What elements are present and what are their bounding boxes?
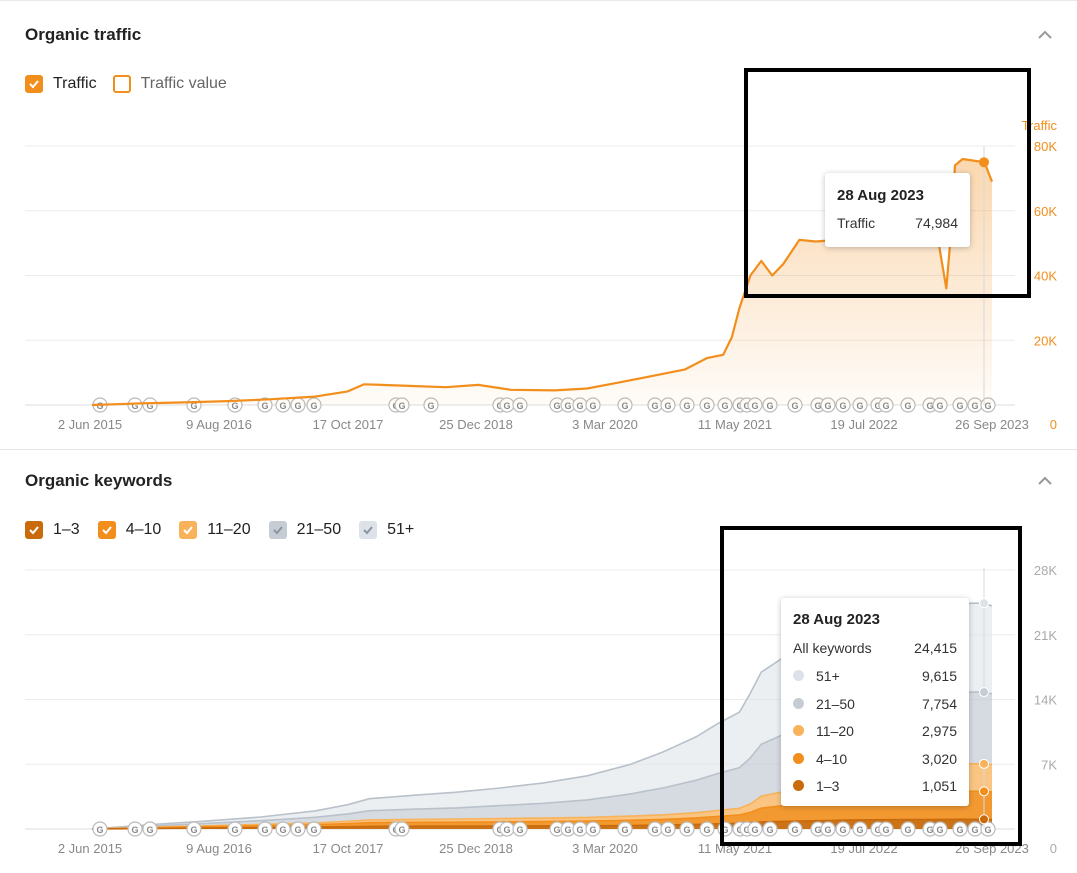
svg-text:G: G	[576, 825, 583, 835]
google-update-marker-icon[interactable]: G	[143, 822, 157, 836]
svg-text:G: G	[664, 825, 671, 835]
google-update-marker-icon[interactable]: G	[661, 822, 675, 836]
x-tick-label: 26 Sep 2023	[955, 417, 1029, 432]
svg-text:G: G	[131, 825, 138, 835]
google-update-marker-icon[interactable]: G	[648, 822, 662, 836]
y-tick-label: 14K	[1034, 693, 1057, 708]
svg-text:G: G	[310, 825, 317, 835]
svg-text:G: G	[703, 825, 710, 835]
y-tick-label: 21K	[1034, 628, 1057, 643]
y-tick-label: 20K	[1034, 333, 1057, 348]
y-tick-label: 0	[1050, 841, 1057, 856]
x-tick-label: 9 Aug 2016	[186, 841, 252, 856]
svg-text:G: G	[279, 825, 286, 835]
svg-text:G: G	[261, 825, 268, 835]
svg-text:G: G	[651, 825, 658, 835]
google-update-marker-icon[interactable]: G	[128, 822, 142, 836]
svg-text:G: G	[294, 825, 301, 835]
x-tick-label: 2 Jun 2015	[58, 841, 122, 856]
x-tick-label: 3 Mar 2020	[572, 417, 638, 432]
google-update-marker-icon[interactable]: G	[291, 822, 305, 836]
x-tick-label: 17 Oct 2017	[313, 841, 384, 856]
y-tick-label: 28K	[1034, 563, 1057, 578]
y-tick-label: 7K	[1041, 757, 1057, 772]
google-update-marker-icon[interactable]: G	[618, 822, 632, 836]
x-tick-label: 3 Mar 2020	[572, 841, 638, 856]
svg-text:G: G	[516, 825, 523, 835]
svg-text:G: G	[621, 825, 628, 835]
y-tick-label: 60K	[1034, 204, 1057, 219]
google-update-marker-icon[interactable]: G	[586, 822, 600, 836]
svg-text:G: G	[503, 825, 510, 835]
highlight-box	[720, 526, 1022, 846]
google-update-marker-icon[interactable]: G	[187, 822, 201, 836]
x-tick-label: 2 Jun 2015	[58, 417, 122, 432]
google-update-marker-icon[interactable]: G	[258, 822, 272, 836]
svg-text:G: G	[589, 825, 596, 835]
svg-text:G: G	[553, 825, 560, 835]
x-tick-label: 19 Jul 2022	[830, 417, 897, 432]
highlight-box	[744, 68, 1031, 298]
google-update-marker-icon[interactable]: G	[680, 822, 694, 836]
y-tick-label: 0	[1050, 417, 1057, 432]
svg-text:G: G	[564, 825, 571, 835]
google-update-marker-icon[interactable]: G	[395, 822, 409, 836]
svg-text:G: G	[683, 825, 690, 835]
x-tick-label: 25 Dec 2018	[439, 417, 513, 432]
x-tick-label: 11 May 2021	[698, 417, 772, 432]
svg-text:G: G	[231, 825, 238, 835]
y-tick-label: 80K	[1034, 139, 1057, 154]
x-tick-label: 25 Dec 2018	[439, 841, 513, 856]
svg-text:G: G	[96, 401, 103, 411]
y-tick-label: 40K	[1034, 269, 1057, 284]
google-update-marker-icon[interactable]: G	[573, 822, 587, 836]
google-update-marker-icon[interactable]: G	[307, 822, 321, 836]
google-update-marker-icon[interactable]: G	[500, 822, 514, 836]
google-update-marker-icon[interactable]: G	[276, 822, 290, 836]
svg-text:G: G	[398, 825, 405, 835]
google-update-marker-icon[interactable]: G	[513, 822, 527, 836]
x-tick-label: 9 Aug 2016	[186, 417, 252, 432]
svg-text:G: G	[146, 825, 153, 835]
x-tick-label: 17 Oct 2017	[313, 417, 384, 432]
svg-text:G: G	[190, 825, 197, 835]
svg-text:G: G	[96, 825, 103, 835]
google-update-marker-icon[interactable]: G	[700, 822, 714, 836]
google-update-marker-icon[interactable]: G	[93, 822, 107, 836]
google-update-marker-icon[interactable]: G	[228, 822, 242, 836]
